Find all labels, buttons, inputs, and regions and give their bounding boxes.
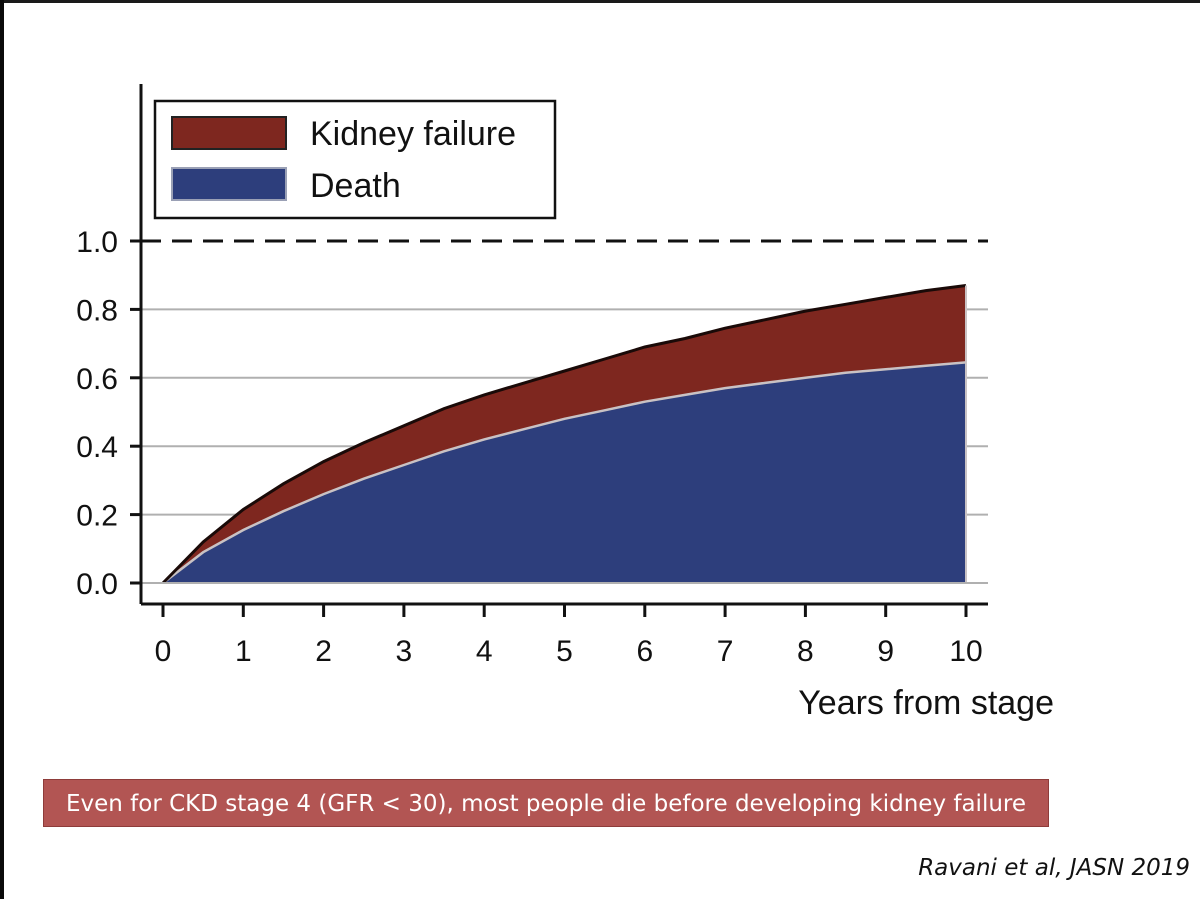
- y-tick-label: 0.6: [76, 363, 118, 396]
- x-tick-label: 4: [476, 635, 493, 668]
- area-kidney-failure: [163, 285, 966, 583]
- y-tick-label: 0.4: [76, 431, 118, 464]
- x-axis-title: Years from stage: [798, 684, 1054, 722]
- caption-banner: Even for CKD stage 4 (GFR < 30), most pe…: [43, 779, 1049, 827]
- x-tick-label: 5: [556, 635, 573, 668]
- slide-top-border: [0, 0, 1200, 3]
- y-tick-label: 0.2: [76, 500, 118, 533]
- x-tick-label: 2: [315, 635, 332, 668]
- legend-label-death: Death: [310, 167, 401, 205]
- x-tick-labels: 0 1 2 3 4 5 6 7 8 9 10: [155, 635, 983, 668]
- citation: Ravani et al, JASN 2019: [918, 855, 1190, 881]
- slide-left-border: [0, 0, 4, 899]
- x-tick-label: 9: [877, 635, 894, 668]
- y-tick-label: 0.8: [76, 294, 118, 327]
- axes: [130, 84, 988, 617]
- chart: 0.0 0.2 0.4 0.6 0.8 1.0 0 1 2 3 4 5 6 7 8 9 10 Years fr…: [76, 84, 1054, 722]
- stacked-areas: [141, 284, 988, 585]
- area-death: [163, 362, 966, 583]
- legend-label-kidney-failure: Kidney failure: [310, 115, 516, 153]
- line-death-boundary: [162, 361, 967, 584]
- x-tick-label: 0: [155, 635, 172, 668]
- line-kidney-failure-top: [161, 284, 967, 585]
- x-tick-label: 6: [636, 635, 653, 668]
- y-tick-label: 1.0: [76, 226, 118, 259]
- x-tick-label: 3: [396, 635, 413, 668]
- legend-swatch-death: [171, 167, 287, 201]
- legend-swatch-kidney-failure: [171, 116, 287, 150]
- legend: Kidney failure Death: [153, 99, 557, 220]
- x-tick-label: 10: [949, 635, 982, 668]
- x-tick-label: 7: [717, 635, 734, 668]
- y-tick-label: 0.0: [76, 568, 118, 601]
- x-tick-label: 1: [235, 635, 252, 668]
- y-tick-labels: 0.0 0.2 0.4 0.6 0.8 1.0: [76, 226, 118, 601]
- x-tick-label: 8: [797, 635, 814, 668]
